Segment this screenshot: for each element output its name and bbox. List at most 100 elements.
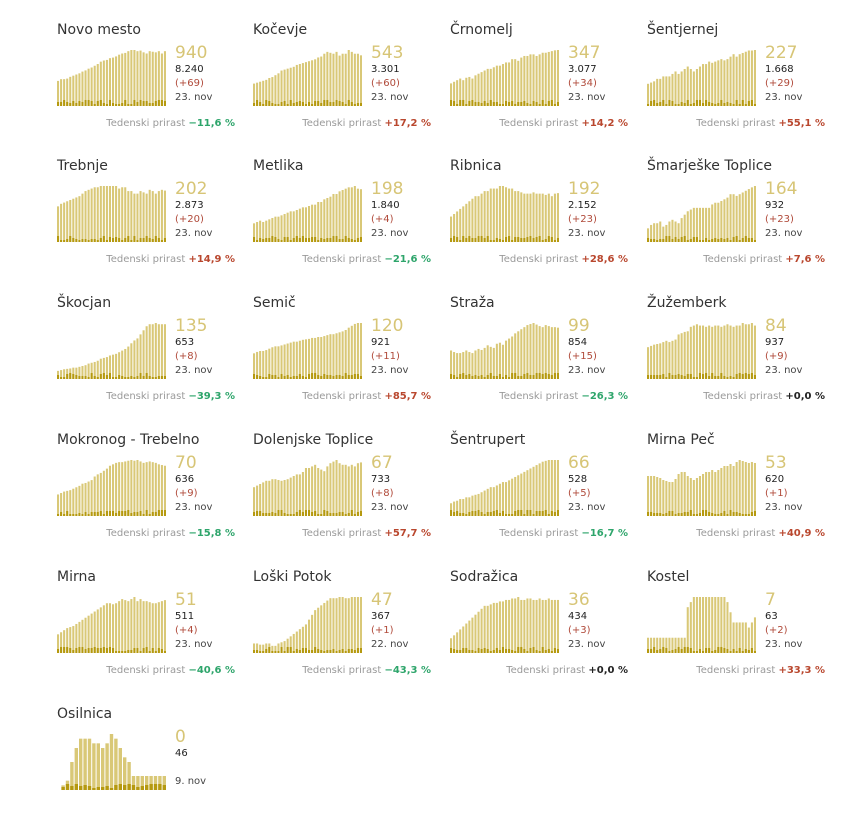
active-cases-bar: [483, 70, 486, 106]
new-cases-bar: [63, 377, 66, 379]
active-cases-bar: [453, 635, 456, 653]
new-cases-bar: [695, 651, 698, 653]
active-cases-bar: [163, 51, 166, 106]
active-cases-bar: [356, 597, 359, 653]
active-cases-bar: [259, 81, 262, 106]
new-cases-bar: [57, 102, 60, 106]
weekly-growth: Tedenski prirast +33,3 %: [647, 665, 825, 676]
active-cases-bar: [683, 69, 686, 106]
active-cases-bar: [692, 480, 695, 516]
new-cases-bar: [332, 649, 335, 653]
active-cases-bar: [665, 481, 668, 516]
active-cases-bar: [714, 325, 717, 379]
active-cases-bar: [692, 597, 695, 653]
active-cases-bar: [753, 617, 756, 653]
municipality-card: Metlika 198 1.840 (+4) 23. nov Tedenski prira…: [253, 158, 431, 288]
new-cases-bar: [274, 375, 277, 379]
active-cases-bar: [523, 599, 526, 653]
card-stats: 120 921 (+11) 23. nov: [371, 317, 451, 377]
active-cases-bar: [142, 601, 145, 653]
active-cases-bar: [671, 73, 674, 106]
date-label: 22. nov: [371, 639, 409, 650]
new-cases-bar: [151, 512, 154, 516]
new-cases-bar: [60, 240, 63, 242]
active-cases-bar: [314, 337, 317, 379]
new-cases-bar: [726, 238, 729, 242]
active-cases-bar: [695, 478, 698, 516]
active-cases-bar: [514, 59, 517, 106]
new-cases-bar: [256, 511, 259, 516]
active-cases-bar: [735, 622, 738, 653]
date-label: 23. nov: [175, 92, 213, 103]
new-cases-bar: [505, 514, 508, 516]
card-stats: 0 46 9. nov: [175, 728, 255, 788]
active-cases-bar: [63, 630, 66, 653]
card-stats: 53 620 (+1) 23. nov: [765, 454, 845, 514]
new-cases-bar: [289, 514, 292, 516]
active-cases-bar: [60, 493, 63, 516]
card-stats: 164 932 (+23) 23. nov: [765, 180, 845, 240]
new-cases-bar: [259, 376, 262, 379]
new-cases-bar: [151, 377, 154, 379]
new-cases-bar: [314, 373, 317, 379]
active-cases-bar: [359, 189, 362, 242]
active-cases-bar: [708, 207, 711, 242]
new-cases-bar: [151, 648, 154, 653]
active-cases-bar: [332, 334, 335, 379]
active-cases-bar: [650, 637, 653, 653]
new-cases-bar: [717, 647, 720, 653]
active-cases-bar: [705, 64, 708, 106]
bar-chart: [450, 597, 559, 653]
new-cases-bar: [57, 375, 60, 379]
new-cases-bar: [692, 377, 695, 379]
new-cases-bar: [99, 511, 102, 516]
new-cases-bar: [535, 237, 538, 242]
active-cases-bar: [292, 633, 295, 653]
new-cases-bar: [332, 513, 335, 516]
new-cases-bar: [148, 651, 151, 653]
active-cases-bar: [72, 367, 75, 379]
new-cases-bar: [329, 513, 332, 516]
new-cases-bar: [711, 513, 714, 516]
new-cases-bar: [139, 100, 142, 106]
active-cases-bar: [329, 463, 332, 516]
active-cases-bar: [541, 52, 544, 106]
active-cases-bar: [130, 50, 133, 106]
active-cases-bar: [329, 598, 332, 653]
new-cases-bar: [653, 647, 656, 653]
active-cases-bar: [87, 615, 90, 653]
active-cases-bar: [154, 323, 157, 379]
weekly-growth: Tedenski prirast +0,0 %: [647, 391, 825, 402]
active-cases-bar: [711, 597, 714, 653]
new-cases-bar: [526, 237, 529, 242]
active-cases-bar: [505, 599, 508, 653]
new-cases-bar: [145, 785, 149, 790]
bar-chart: [61, 734, 166, 790]
weekly-growth: Tedenski prirast −21,6 %: [253, 254, 431, 265]
new-cases-bar: [93, 376, 96, 379]
active-cases-bar: [154, 52, 157, 106]
active-cases-bar: [101, 748, 105, 790]
new-cases-bar: [495, 510, 498, 516]
active-cases-bar: [726, 602, 729, 653]
active-cases-bar: [662, 637, 665, 653]
active-cases-bar: [99, 358, 102, 379]
active-cases-bar: [692, 71, 695, 106]
new-cases-bar: [298, 238, 301, 242]
new-cases-bar: [498, 374, 501, 379]
active-cases-bar: [118, 188, 121, 242]
new-cases-bar: [157, 376, 160, 379]
new-cases-bar: [335, 513, 338, 516]
new-cases-bar: [301, 236, 304, 242]
new-cases-bar: [747, 238, 750, 242]
new-cases-bar: [323, 239, 326, 242]
new-cases-bar: [544, 650, 547, 653]
weekly-growth-label: Tedenski prirast: [499, 528, 579, 539]
active-cases-bar: [695, 69, 698, 106]
active-cases-bar: [489, 188, 492, 242]
new-cases-bar: [329, 375, 332, 379]
active-cases-bar: [72, 626, 75, 653]
new-cases-bar: [79, 786, 83, 790]
active-cases-bar: [99, 186, 102, 242]
new-cases-bar: [298, 374, 301, 379]
